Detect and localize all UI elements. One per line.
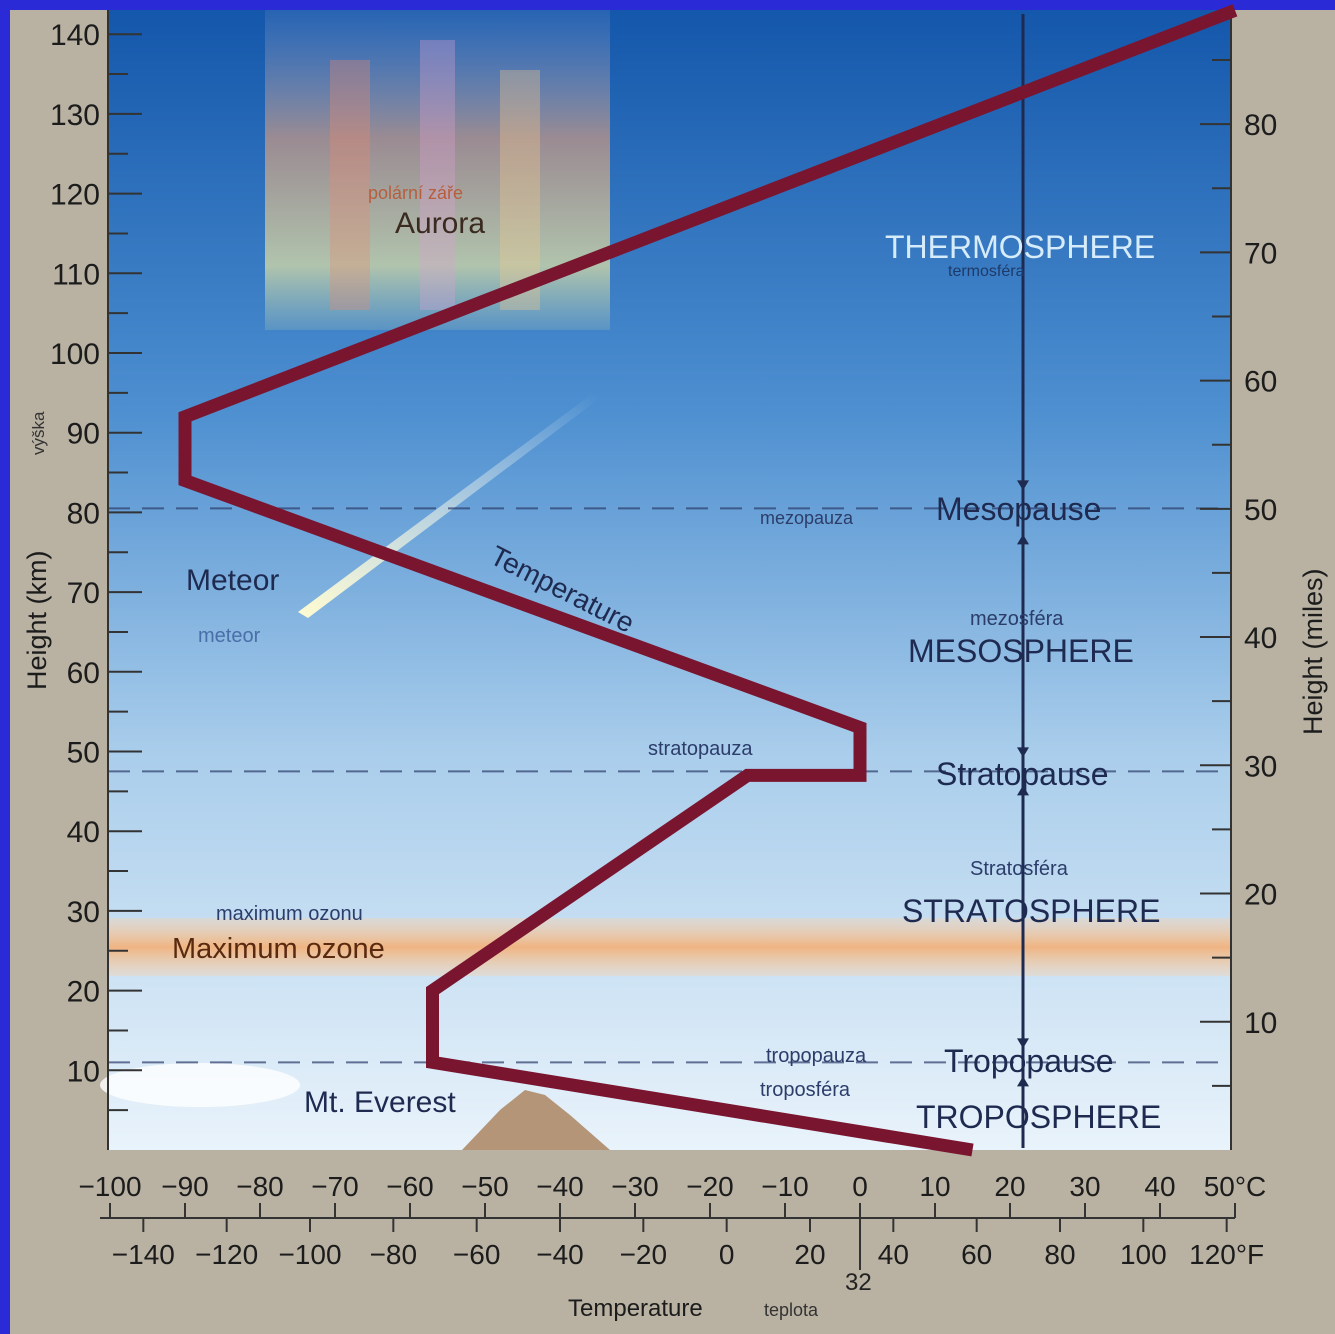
celsius-tick-label: 40 (1144, 1171, 1175, 1202)
celsius-tick-label: 30 (1069, 1171, 1100, 1202)
fahrenheit-tick-label: −20 (620, 1239, 668, 1270)
arrow-up-icon (1017, 534, 1029, 545)
fahrenheit-tick-label: 20 (794, 1239, 825, 1270)
thermosphere-label: THERMOSPHERE (885, 229, 1155, 265)
right-axis-title: Height (miles) (1298, 568, 1328, 735)
fahrenheit-tick-label: 100 (1120, 1239, 1167, 1270)
fahrenheit-tick-label: −60 (453, 1239, 501, 1270)
celsius-tick-label: −60 (386, 1171, 434, 1202)
stratosphere-label-cz: Stratosféra (970, 858, 1069, 880)
stratopause-label: Stratopause (936, 756, 1109, 792)
fahrenheit-tick-label: −140 (112, 1239, 175, 1270)
mesopause-label: Mesopause (936, 491, 1101, 527)
celsius-tick-label: −90 (161, 1171, 209, 1202)
meteor-label: Meteor (186, 564, 279, 597)
fahrenheit-tick-label: −40 (536, 1239, 584, 1270)
km-tick-group: 10 20 30 40 50 60 70 80 90 100 110 120 130 140 (50, 19, 142, 1112)
mile-tick-label: 70 (1244, 237, 1277, 270)
thermosphere-label-cz: termosféra (948, 263, 1025, 280)
km-tick-label: 130 (50, 99, 100, 132)
celsius-tick-label: 10 (919, 1171, 950, 1202)
ozone-band (108, 918, 1231, 976)
km-tick-label: 110 (52, 258, 100, 291)
aurora-glow (265, 10, 610, 330)
mile-tick-label: 20 (1244, 879, 1277, 912)
celsius-tick-label: 50°C (1204, 1171, 1267, 1202)
aurora-label: Aurora (395, 207, 485, 240)
celsius-tick-label: −80 (236, 1171, 284, 1202)
arrow-down-icon (1017, 747, 1029, 758)
temperature-curve (178, 4, 1238, 1157)
mesosphere-label: MESOSPHERE (908, 633, 1134, 669)
celsius-tick-label: −40 (536, 1171, 584, 1202)
cloud (100, 1063, 300, 1107)
meteor-streak (298, 394, 600, 618)
layer-arrows (1017, 480, 1029, 1087)
mile-tick-label: 10 (1244, 1007, 1277, 1040)
boundary-lines (108, 507, 1231, 1064)
left-axis-title-cz: výška (29, 411, 48, 455)
everest-label: Mt. Everest (304, 1086, 456, 1119)
arrow-down-icon (1017, 1038, 1029, 1049)
mile-tick-label: 60 (1244, 366, 1277, 399)
km-tick-label: 20 (67, 976, 100, 1009)
left-axis-title: Height (km) (22, 550, 52, 690)
arrow-up-icon (1017, 785, 1029, 796)
mesopause-label-cz: mezopauza (760, 508, 854, 528)
stratopause-label-cz: stratopauza (648, 738, 753, 760)
tropopause-label: Tropopause (944, 1043, 1114, 1079)
troposphere-label: TROPOSPHERE (916, 1099, 1161, 1135)
ozone-label-cz: maximum ozonu (216, 903, 363, 925)
celsius-tick-label: −100 (78, 1171, 141, 1202)
x-axis-title-cz: teplota (764, 1300, 819, 1320)
km-tick-label: 60 (67, 657, 100, 690)
stratosphere-label: STRATOSPHERE (902, 893, 1160, 929)
mile-tick-label: 80 (1244, 109, 1277, 142)
meteor-label-cz: meteor (198, 625, 261, 647)
x-axis-title: Temperature (568, 1295, 703, 1322)
aurora-label-cz: polární záře (368, 183, 463, 203)
mesosphere-label-cz: mezosféra (970, 608, 1064, 630)
celsius-tick-label: 20 (994, 1171, 1025, 1202)
celsius-tick-label: −70 (311, 1171, 359, 1202)
mile-tick-group: 10 20 30 40 50 60 70 80 (1200, 58, 1277, 1087)
arrow-up-icon (1017, 1076, 1029, 1087)
fahrenheit-tick-label: 80 (1044, 1239, 1075, 1270)
celsius-tick-group: −100 −90 −80 −70 −60 −50 −40 −30 −20 −10 0 10 20 30 40… (78, 1171, 1266, 1218)
km-tick-label: 30 (67, 896, 100, 929)
everest-mountain (462, 1090, 610, 1150)
km-tick-label: 10 (67, 1055, 100, 1088)
km-tick-label: 100 (50, 338, 100, 371)
mile-tick-label: 40 (1244, 622, 1277, 655)
fahrenheit-tick-group: −140 −120 −100 −80 −60 −40 −20 0 20 40 60 80 100 120°… (112, 1218, 1264, 1270)
fahrenheit-tick-label: −120 (195, 1239, 258, 1270)
troposphere-label-cz: troposféra (760, 1079, 851, 1101)
km-tick-label: 40 (67, 816, 100, 849)
mile-tick-label: 30 (1244, 750, 1277, 783)
arrow-down-icon (1017, 480, 1029, 491)
celsius-tick-label: −20 (686, 1171, 734, 1202)
celsius-tick-label: 0 (852, 1171, 868, 1202)
km-tick-label: 80 (67, 497, 100, 530)
fahrenheit-tick-label: 60 (961, 1239, 992, 1270)
fahrenheit-32-label: 32 (845, 1269, 872, 1296)
fahrenheit-tick-label: 0 (719, 1239, 735, 1270)
fahrenheit-tick-label: −100 (278, 1239, 341, 1270)
ozone-label: Maximum ozone (172, 933, 385, 965)
celsius-tick-label: −30 (611, 1171, 659, 1202)
km-tick-label: 120 (50, 179, 100, 212)
celsius-tick-label: −10 (761, 1171, 809, 1202)
mile-tick-label: 50 (1244, 494, 1277, 527)
fahrenheit-tick-label: −80 (370, 1239, 418, 1270)
tropopause-label-cz: tropopauza (766, 1045, 867, 1067)
km-tick-label: 90 (67, 418, 100, 451)
fahrenheit-tick-label: 120°F (1189, 1239, 1264, 1270)
fahrenheit-tick-label: 40 (878, 1239, 909, 1270)
km-tick-label: 50 (67, 737, 100, 770)
km-tick-label: 70 (67, 577, 100, 610)
km-tick-label: 140 (50, 19, 100, 52)
celsius-tick-label: −50 (461, 1171, 509, 1202)
